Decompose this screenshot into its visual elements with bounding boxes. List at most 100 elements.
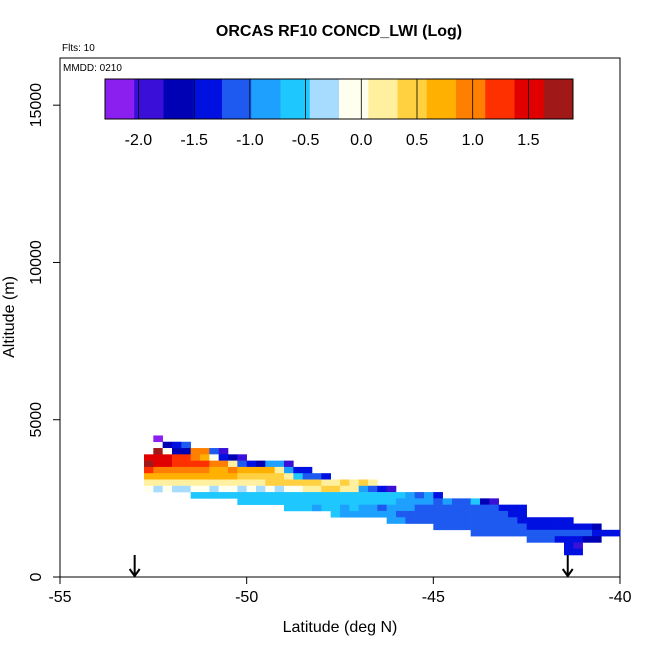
y-tick-label: 10000 [28,240,45,285]
heatmap-cell [368,504,378,512]
heatmap-cell [246,466,257,474]
heatmap-cell [274,466,285,474]
heatmap-cell [526,523,537,531]
heatmap-cell [144,479,154,487]
colorbar-frame [104,78,574,120]
colorbar-tick-label: 1.0 [462,132,484,149]
heatmap-cell [209,485,219,493]
heatmap-cell [162,479,173,487]
heatmap-cell [153,485,163,493]
heatmap-cell [433,498,443,505]
heatmap-cell [218,479,229,487]
heatmap-cell [153,448,163,455]
heatmap-cell [489,517,499,524]
heatmap-cell [181,485,191,493]
heatmap-cell [293,473,303,480]
heatmap-cell [181,454,191,461]
heatmap-cell [526,517,537,524]
heatmap-cell [153,479,163,487]
heatmap-cell [228,492,238,499]
heatmap-cell [228,454,238,461]
heatmap-cell [190,448,201,455]
heatmap-cell [190,485,201,493]
heatmap-cell [442,517,453,524]
x-tick-label: -40 [608,589,631,606]
heatmap-cell [293,479,303,487]
heatmap-cell [340,504,350,512]
heatmap-cell [190,454,201,461]
y-axis-label: Altitude (m) [1,276,18,358]
y-tick-label: 15000 [28,83,45,128]
heatmap-cell [414,498,425,505]
y-axis-ticks: 0 5000 10000 15000 [28,83,60,581]
heatmap-cell [592,529,602,537]
heatmap-cell [517,504,527,512]
heatmap-cell [340,492,350,499]
heatmap-cell [237,466,247,474]
heatmap-cell [480,523,490,531]
heatmap-cell [368,498,378,505]
heatmap-cell [358,479,369,487]
heatmap-cell [470,510,481,518]
heatmap-cell [377,498,387,505]
heatmap-cell [349,504,359,512]
heatmap-cell [200,485,210,493]
heatmap-cell [573,529,583,537]
heatmap-cell [564,523,574,531]
heatmap-cell [302,473,313,480]
heatmap-cell [284,498,294,505]
heatmap-cell [349,510,359,518]
heatmap-cell [237,498,247,505]
heatmap-cell [228,485,238,493]
heatmap-cell [433,492,443,499]
heatmap-cell [461,517,471,524]
heatmap-cell [256,485,266,493]
heatmap-cell [377,485,387,493]
heatmap-cell [172,485,182,493]
heatmap-cell [480,498,490,505]
heatmap-cell [424,517,434,524]
heatmap-cell [321,492,331,499]
heatmap-cell [321,504,331,512]
heatmap-cell [340,479,350,487]
heatmap-cell [377,492,387,499]
heatmap-cell [330,504,341,512]
heatmap-cell [545,529,555,537]
heatmap-cell [433,504,443,512]
heatmap-cell [256,473,266,480]
heatmap-cell [302,492,313,499]
heatmap-cell [172,479,182,487]
heatmap-cell [162,460,173,468]
mmdd-label: MMDD: 0210 [63,63,122,74]
heatmap-cell [386,498,397,505]
heatmap-cell [237,492,247,499]
heatmap-cell [405,504,415,512]
heatmap-cell [274,460,285,468]
heatmap-cell [452,523,462,531]
heatmap-cell [200,460,210,468]
heatmap-cell [237,473,247,480]
colorbar-labels: -2.0 -1.5 -1.0 -0.5 0.0 0.5 1.0 1.5 [125,132,540,149]
heatmap-cell [330,479,341,487]
heatmap-cell [218,466,229,474]
heatmap-cell [554,536,565,543]
heatmap-cell [461,510,471,518]
heatmap-cell [312,498,322,505]
heatmap-cell [564,548,574,556]
heatmap-cell [592,523,602,531]
heatmap-cell [358,492,369,499]
heatmap-cell [470,498,481,505]
heatmap-cell [405,510,415,518]
heatmap-cell [470,504,481,512]
heatmap-cell [293,492,303,499]
heatmap-cell [414,510,425,518]
heatmap-cell [209,460,219,468]
heatmap-cell [256,492,266,499]
heatmap-cell [564,536,574,543]
heatmap-cell [246,485,257,493]
heatmap-cell [237,454,247,461]
heatmap-cell [302,504,313,512]
heatmap-cell [442,498,453,505]
x-axis-ticks: -55 -50 -45 -40 [48,577,632,606]
